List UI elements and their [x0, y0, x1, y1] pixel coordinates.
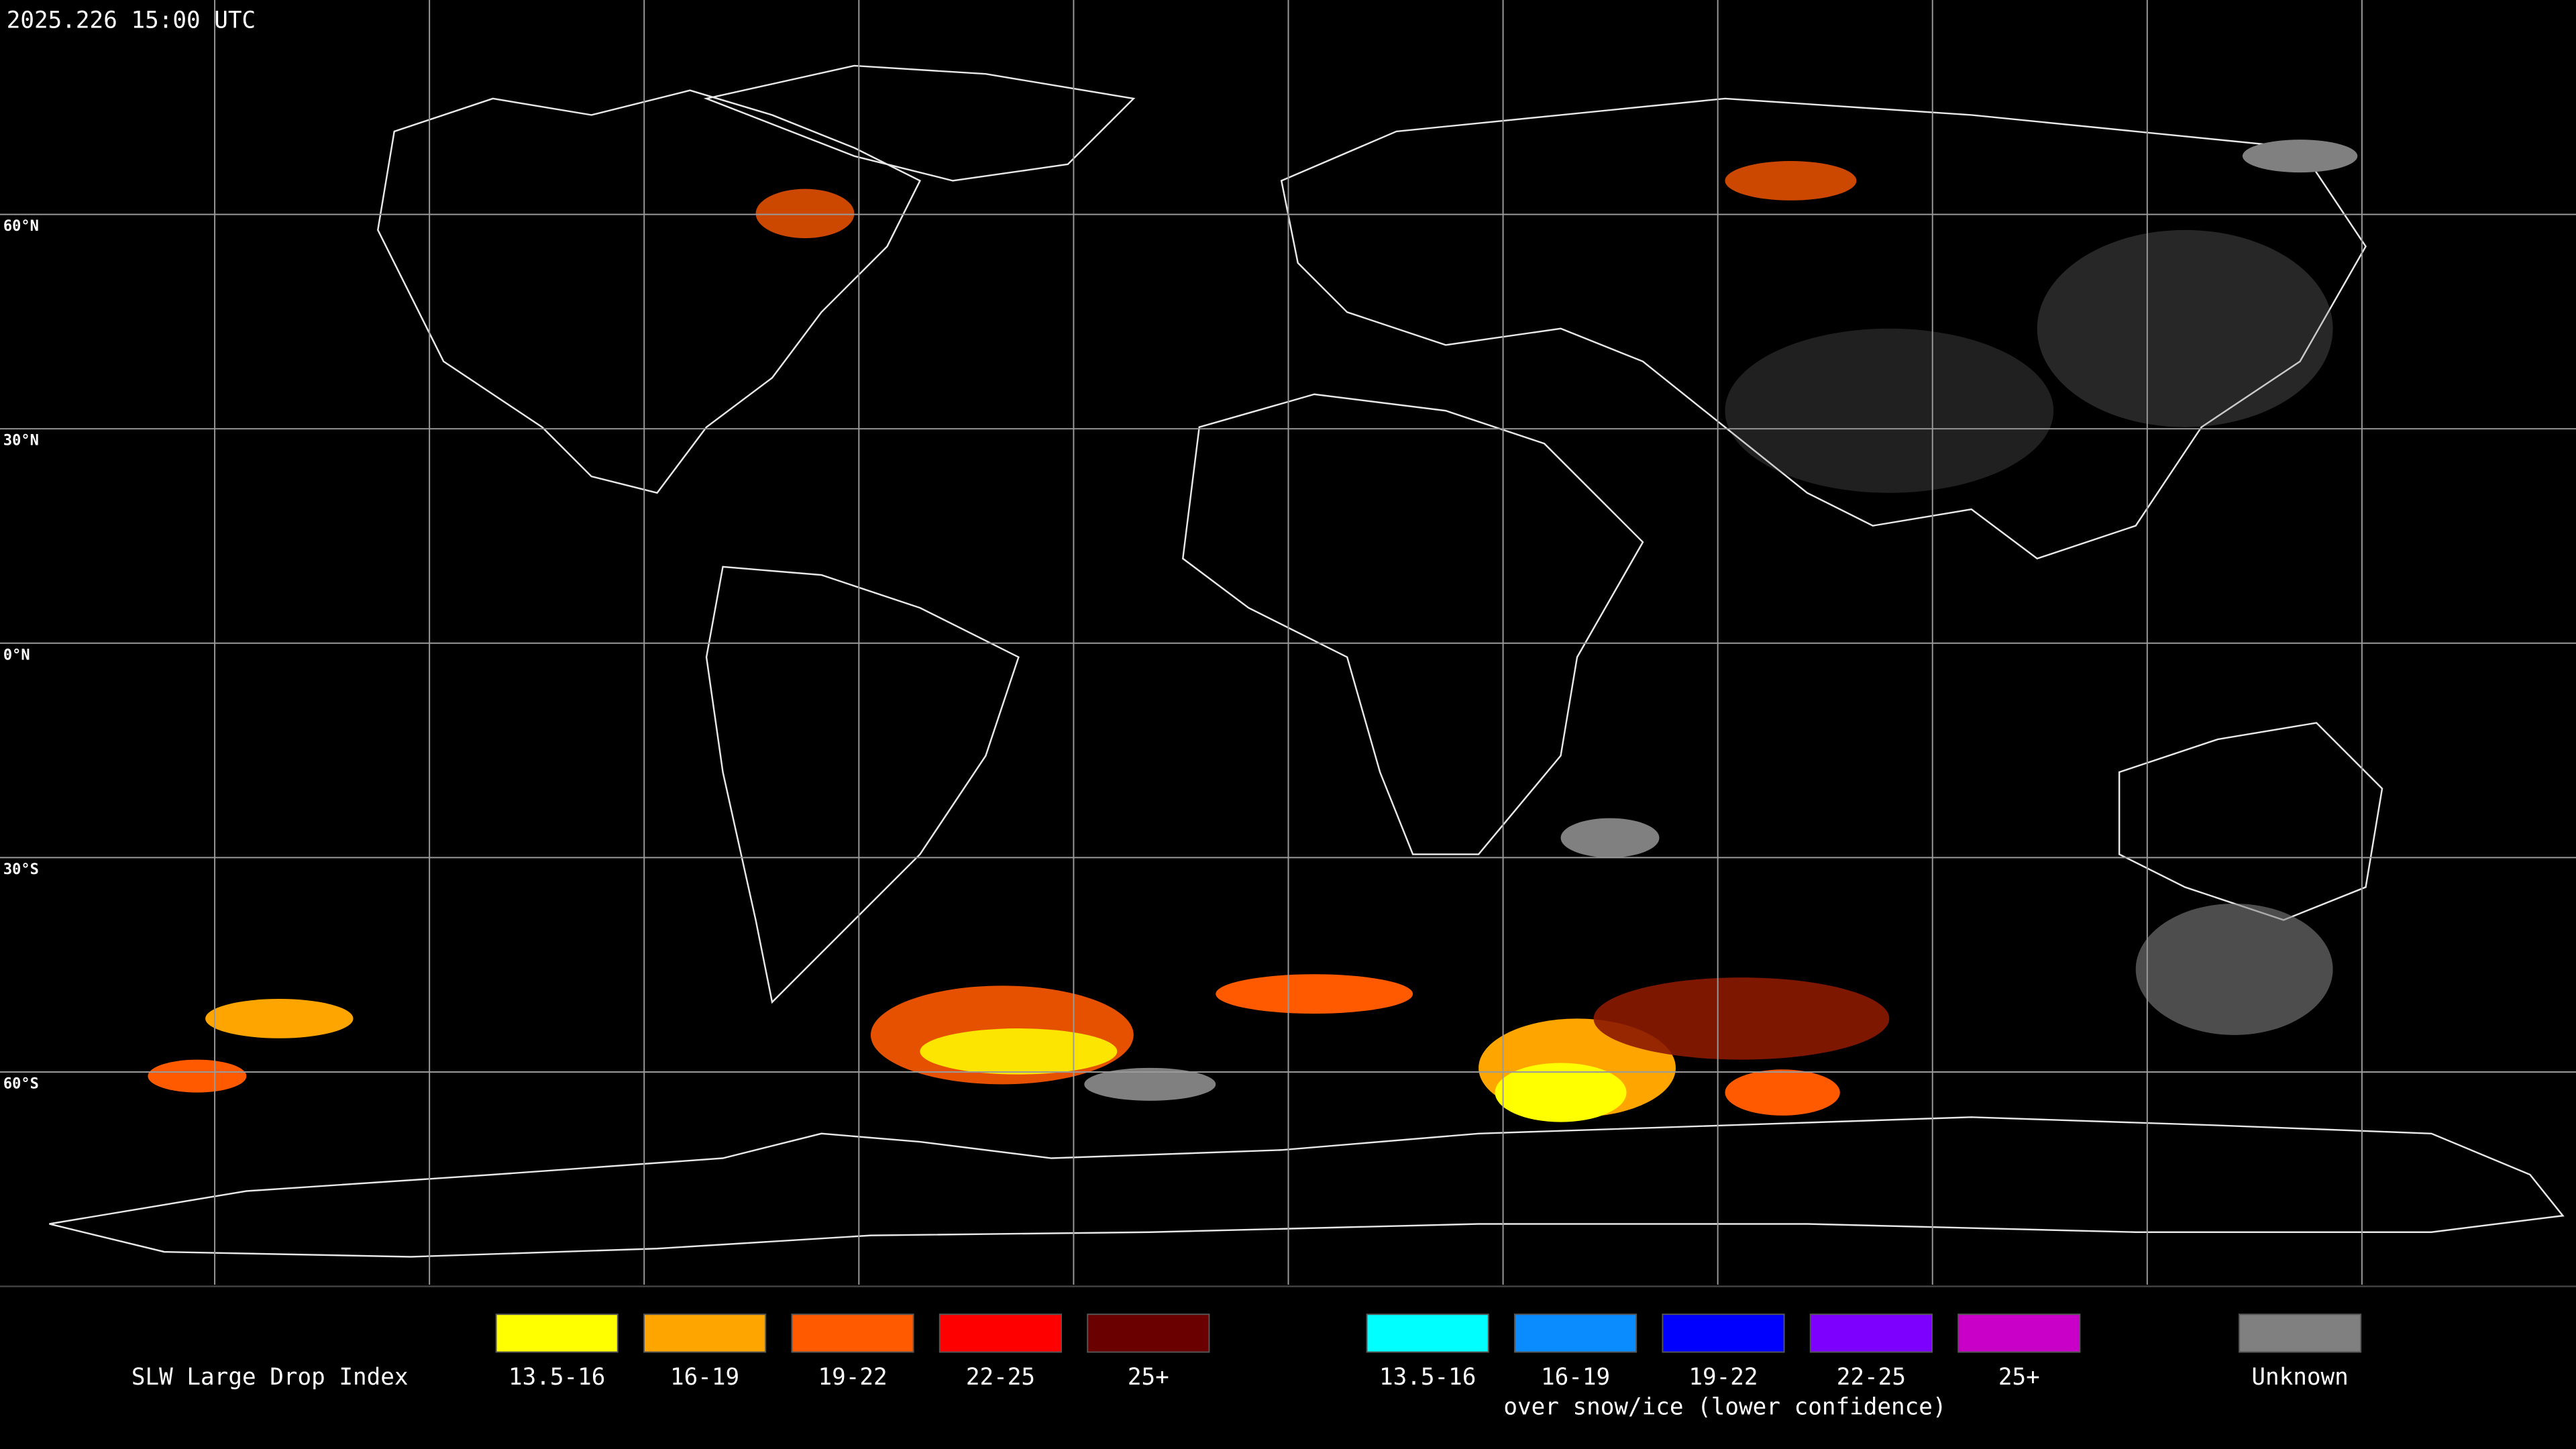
latitude-label: 0°N: [3, 647, 30, 663]
legend-label: 25+: [1128, 1364, 1169, 1391]
legend-label: 16-19: [1541, 1364, 1610, 1391]
legend-area: [0, 1286, 2576, 1449]
timestamp: 2025.226 15:00 UTC: [7, 7, 256, 34]
index-patches: [148, 140, 2358, 1122]
legend-label: 19-22: [1688, 1364, 1758, 1391]
legend-label: 13.5-16: [508, 1364, 605, 1391]
legend-swatch: [1513, 1313, 1638, 1353]
legend-swatch: [643, 1313, 767, 1353]
legend-label: 25+: [1998, 1364, 2040, 1391]
legend-label: 16-19: [670, 1364, 739, 1391]
legend-label: 19-22: [818, 1364, 887, 1391]
legend-swatch: [1366, 1313, 1489, 1353]
legend-swatch: [1809, 1313, 1933, 1353]
legend-swatch: [1662, 1313, 1785, 1353]
ice-note: over snow/ice (lower confidence): [1503, 1393, 1946, 1420]
latitude-label: 60°S: [3, 1075, 39, 1092]
legend-label: 22-25: [1837, 1364, 1906, 1391]
legend-label: 22-25: [966, 1364, 1035, 1391]
legend-swatch: [495, 1313, 619, 1353]
coastlines: [49, 64, 2565, 1258]
latitude-label: 30°N: [3, 433, 39, 449]
legend-label: 13.5-16: [1379, 1364, 1476, 1391]
legend-label: Unknown: [2251, 1364, 2348, 1391]
latitude-label: 30°S: [3, 861, 39, 878]
graticule: 60°N 30°N 0°N 30°S 60°S: [0, 0, 2576, 1285]
legend-swatch: [938, 1313, 1063, 1353]
legend-swatch: [1087, 1313, 1210, 1353]
latitude-label: 60°N: [3, 218, 39, 235]
legend-swatch: [791, 1313, 914, 1353]
legend-swatch: [1957, 1313, 2081, 1353]
legend-title: SLW Large Drop Index: [131, 1364, 409, 1391]
legend-swatch: [2238, 1313, 2362, 1353]
